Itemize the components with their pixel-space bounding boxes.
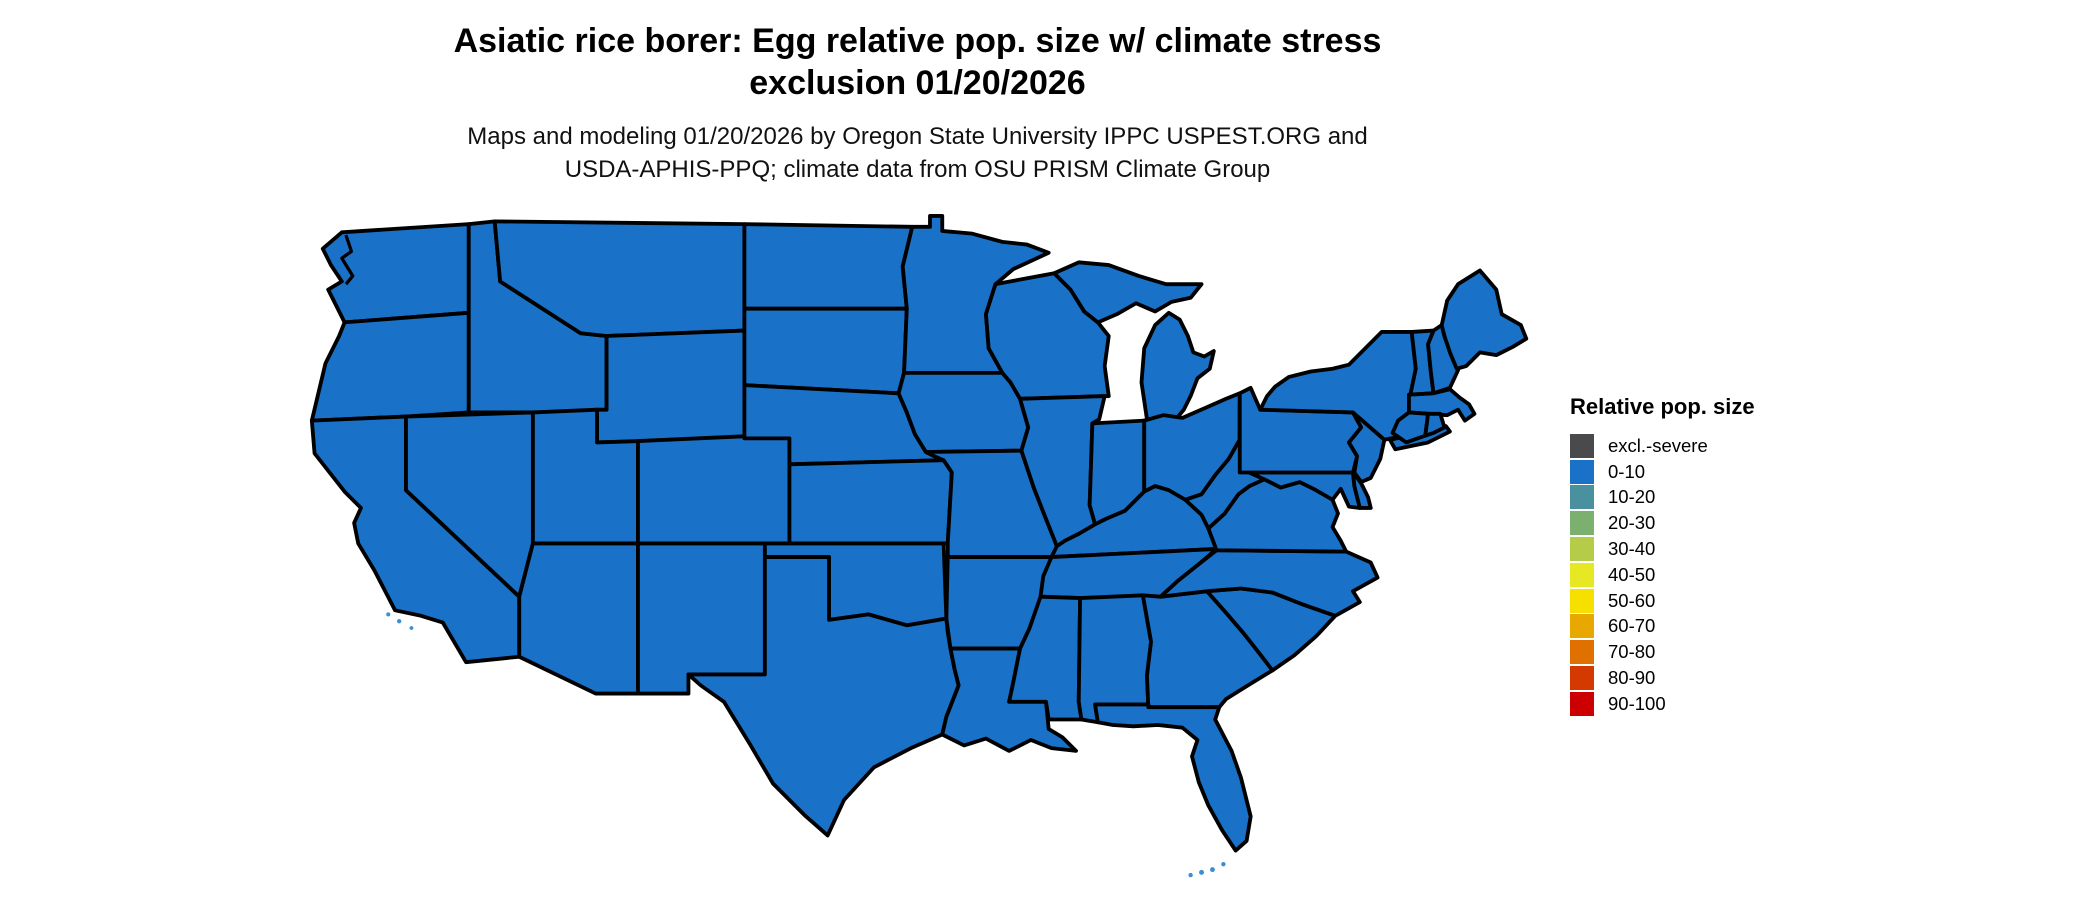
title-line-1: Asiatic rice borer: Egg relative pop. si… <box>453 22 1382 60</box>
island-key <box>1199 869 1204 875</box>
legend-row: 60-70 <box>1570 614 1830 640</box>
legend-swatch <box>1570 459 1594 484</box>
legend-swatch <box>1570 537 1594 562</box>
legend-row: 80-90 <box>1570 665 1830 691</box>
legend-label: 30-40 <box>1608 538 1656 560</box>
island-key <box>1188 872 1193 878</box>
page-title: Asiatic rice borer: Egg relative pop. si… <box>310 20 1525 104</box>
legend-swatch <box>1570 614 1594 639</box>
state-kansas <box>787 458 954 546</box>
legend-swatch <box>1570 691 1594 716</box>
legend-row: 20-30 <box>1570 510 1830 536</box>
state-new-mexico <box>636 541 767 696</box>
puget-sound-detail <box>340 234 355 286</box>
island-dot <box>386 612 391 617</box>
legend-swatch <box>1570 485 1594 510</box>
legend-label: 0-10 <box>1608 460 1646 482</box>
state-new-jersey <box>1347 410 1387 484</box>
legend-label: 60-70 <box>1608 615 1656 637</box>
legend-swatch <box>1570 511 1594 536</box>
legend-label: 50-60 <box>1608 589 1656 611</box>
legend-label: excl.-severe <box>1608 434 1708 456</box>
legend-row: 90-100 <box>1570 691 1830 717</box>
state-michigan <box>1139 310 1216 422</box>
legend-label: 10-20 <box>1608 486 1656 508</box>
state-north-dakota <box>742 222 915 311</box>
state-oregon <box>309 310 471 423</box>
legend-swatch <box>1570 640 1594 665</box>
title-line-2: exclusion 01/20/2026 <box>749 64 1086 102</box>
state-iowa <box>896 370 1031 454</box>
island-dot <box>396 619 402 624</box>
legend-items: excl.-severe 0-10 10-20 20-30 30-40 40-50 50-6… <box>1570 433 1830 717</box>
legend-label: 40-50 <box>1608 563 1656 585</box>
legend-swatch <box>1570 588 1594 613</box>
us-map <box>309 214 1529 878</box>
island-key <box>1210 867 1215 873</box>
state-texas <box>686 555 961 838</box>
subtitle-line-1: Maps and modeling 01/20/2026 by Oregon S… <box>467 123 1368 150</box>
legend-row: 10-20 <box>1570 485 1830 511</box>
legend-swatch <box>1570 666 1594 691</box>
header: Asiatic rice borer: Egg relative pop. si… <box>310 20 1525 186</box>
state-arizona <box>517 541 640 696</box>
legend-title: Relative pop. size <box>1570 394 1755 419</box>
state-south-dakota <box>742 306 909 396</box>
island-dot <box>409 626 414 630</box>
island-key <box>1221 861 1226 867</box>
legend-label: 90-100 <box>1608 692 1666 714</box>
subtitle-line-2: USDA-APHIS-PPQ; climate data from OSU PR… <box>564 156 1271 183</box>
legend-swatch <box>1570 562 1594 587</box>
state-maine <box>1439 268 1529 371</box>
legend: Relative pop. size excl.-severe 0-10 10-20… <box>1570 394 1830 717</box>
map-subtitle: Maps and modeling 01/20/2026 by Oregon S… <box>310 120 1525 186</box>
state-washington <box>320 222 471 325</box>
state-rhode-island <box>1423 411 1447 438</box>
state-north-carolina <box>1158 548 1380 618</box>
legend-label: 70-80 <box>1608 641 1656 663</box>
state-minnesota <box>900 214 1051 375</box>
legend-label: 80-90 <box>1608 667 1656 689</box>
state-wyoming <box>595 328 751 445</box>
legend-row: 50-60 <box>1570 588 1830 614</box>
state-michigan-upper-peninsula <box>1052 260 1204 325</box>
legend-label: 20-30 <box>1608 512 1656 534</box>
state-florida <box>1093 702 1253 853</box>
state-colorado <box>636 432 792 546</box>
legend-row: 40-50 <box>1570 562 1830 588</box>
legend-row: 70-80 <box>1570 639 1830 665</box>
legend-swatch <box>1570 433 1594 458</box>
legend-row: 30-40 <box>1570 536 1830 562</box>
legend-row: 0-10 <box>1570 459 1830 485</box>
legend-row: excl.-severe <box>1570 433 1830 459</box>
channel-islands <box>386 612 414 630</box>
florida-keys <box>1188 861 1226 878</box>
